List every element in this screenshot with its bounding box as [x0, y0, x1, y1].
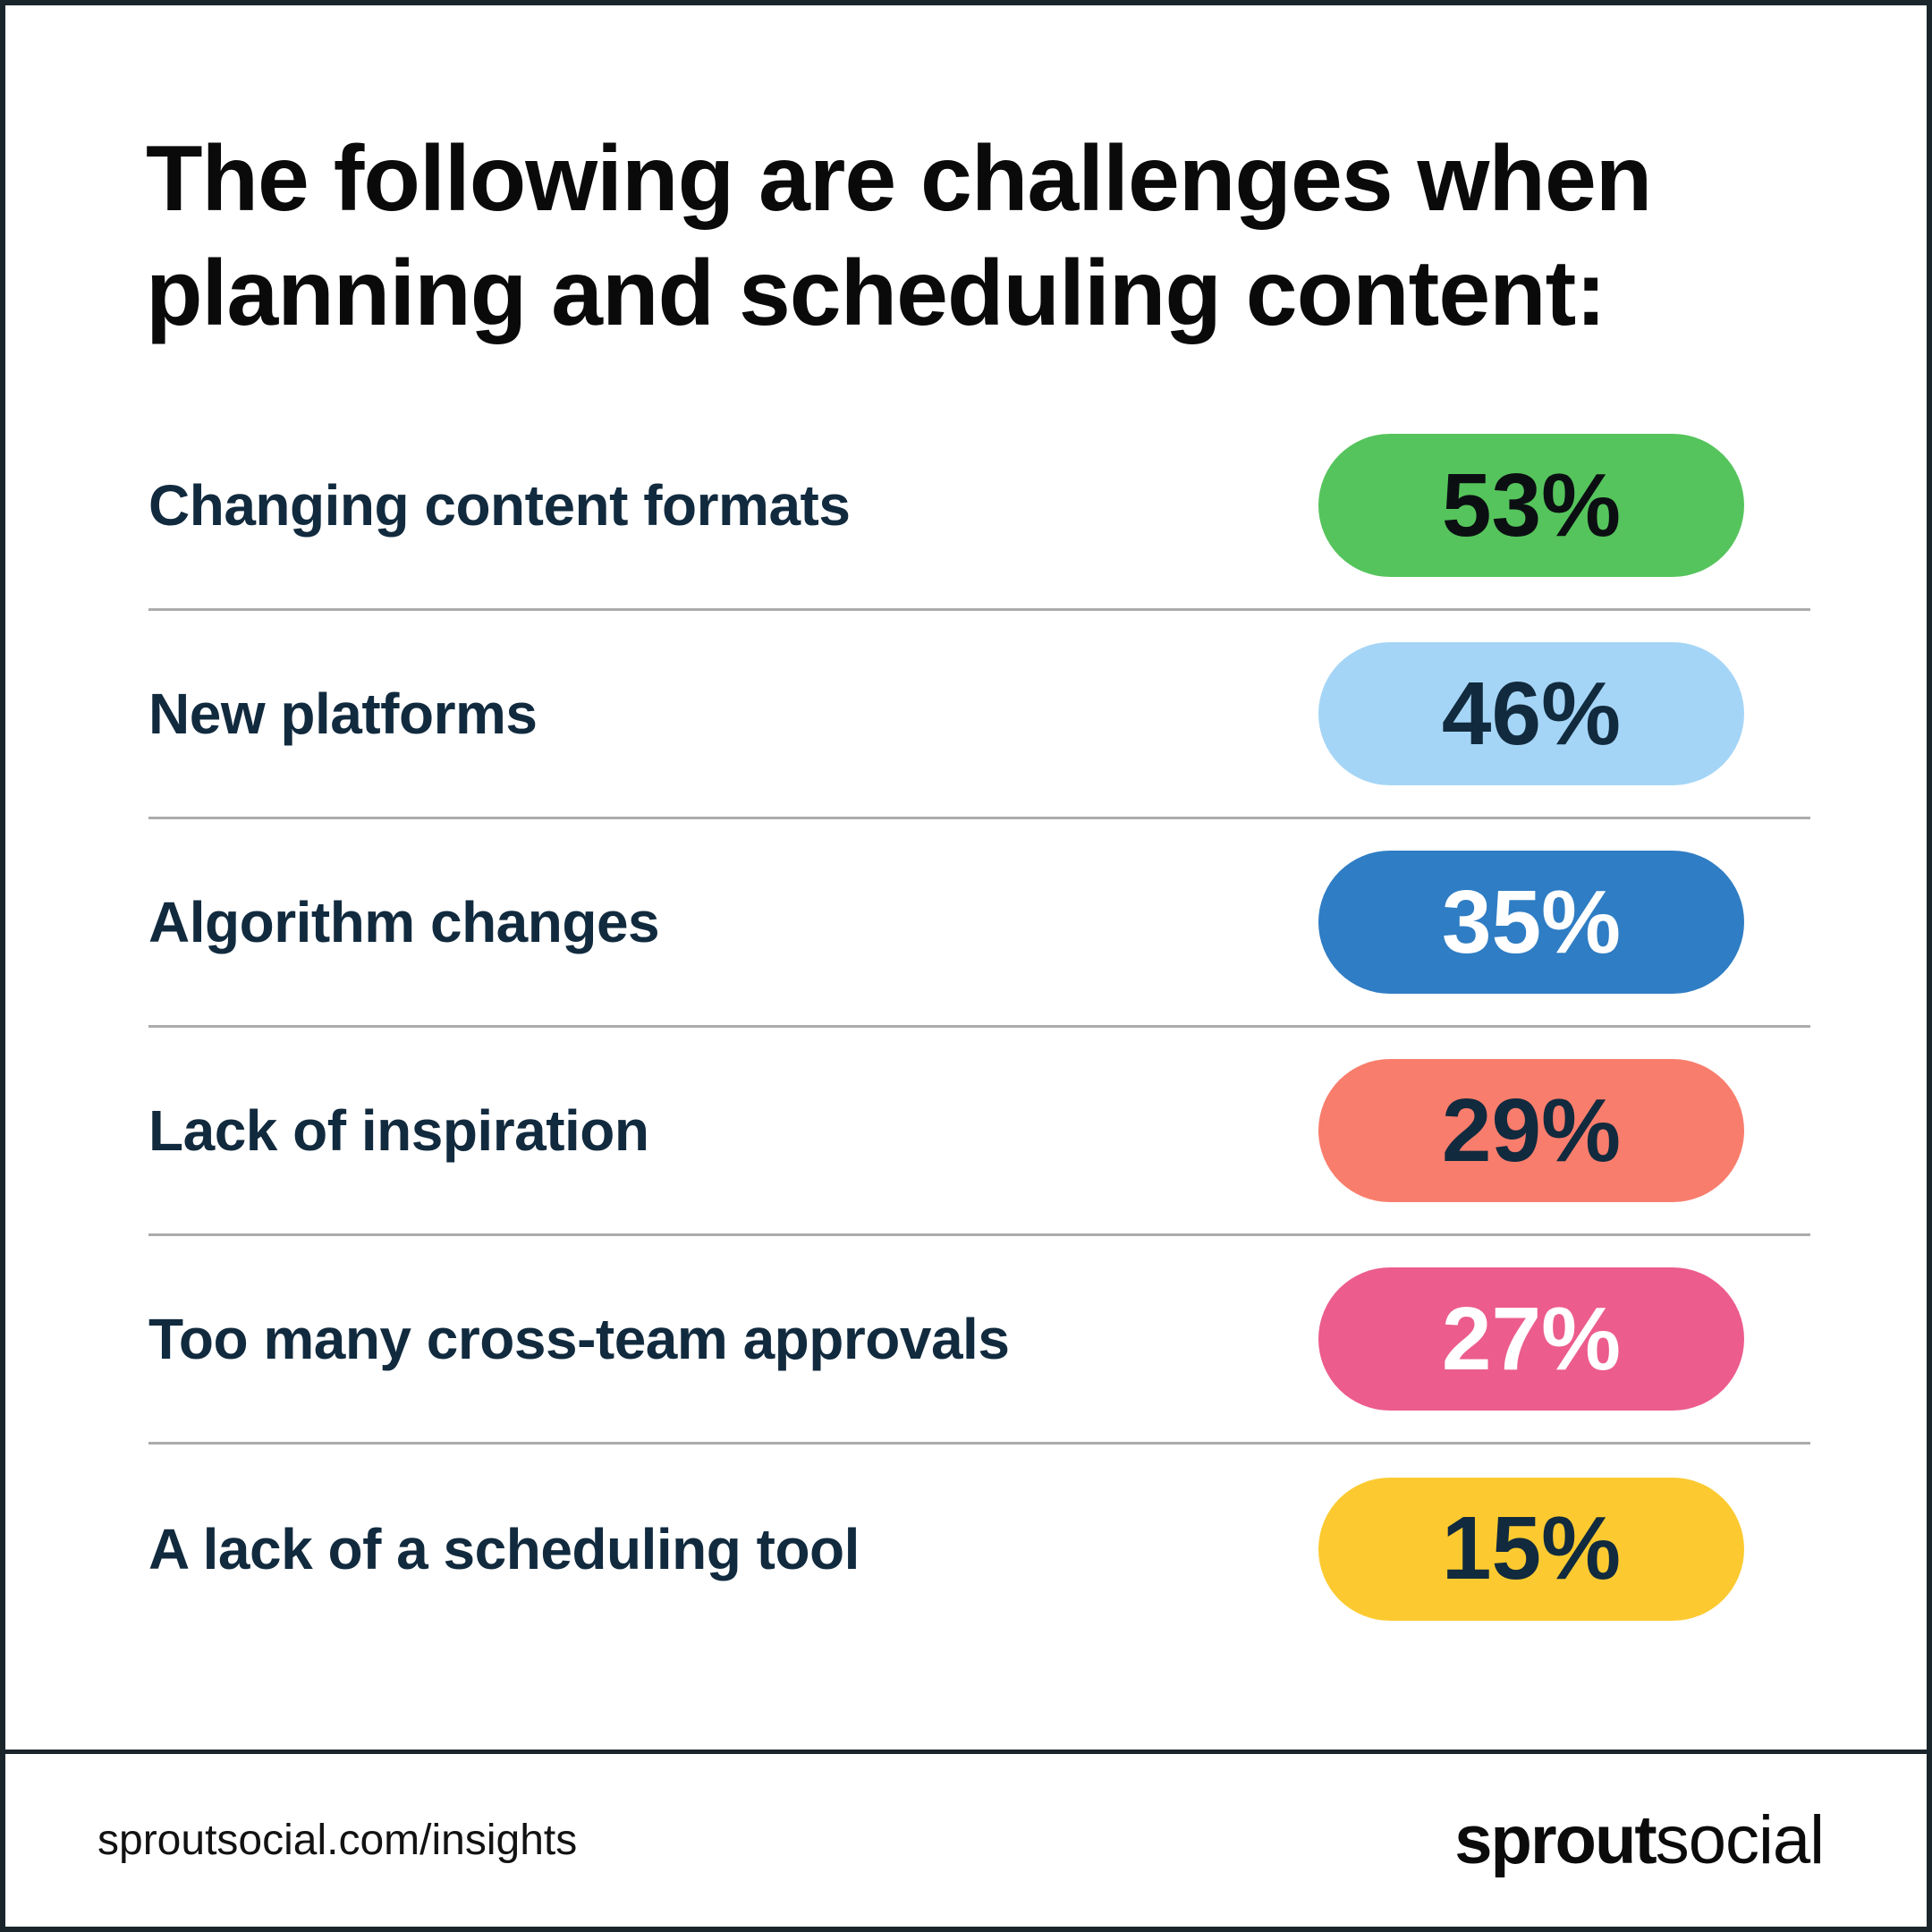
challenge-label: A lack of a scheduling tool [148, 1516, 860, 1581]
logo-social: social [1655, 1802, 1825, 1878]
challenge-row: A lack of a scheduling tool 15% [148, 1445, 1810, 1653]
challenge-row: Algorithm changes 35% [148, 819, 1810, 1028]
stat-value: 46% [1441, 663, 1622, 764]
stat-pill: 46% [1318, 642, 1744, 785]
challenge-label: Algorithm changes [148, 890, 660, 954]
stat-pill: 53% [1318, 434, 1744, 577]
challenge-row: New platforms 46% [148, 611, 1810, 819]
stat-value: 35% [1441, 871, 1622, 972]
stat-pill: 15% [1318, 1477, 1744, 1621]
stat-value: 53% [1441, 454, 1622, 555]
stat-pill: 29% [1318, 1059, 1744, 1202]
challenge-label: New platforms [148, 682, 538, 746]
challenge-label: Too many cross-team approvals [148, 1307, 1010, 1371]
challenge-row: Too many cross-team approvals 27% [148, 1236, 1810, 1445]
page-title: The following are challenges when planni… [146, 127, 1652, 345]
sproutsocial-logo: sproutsocial [1454, 1801, 1825, 1879]
challenge-label: Lack of inspiration [148, 1098, 649, 1163]
logo-sprout: sprout [1454, 1802, 1657, 1878]
stat-value: 27% [1441, 1288, 1622, 1389]
challenge-list: Changing content formats 53% New platfor… [148, 402, 1810, 1653]
challenge-row: Lack of inspiration 29% [148, 1028, 1810, 1236]
stat-value: 15% [1441, 1498, 1622, 1598]
stat-value: 29% [1441, 1080, 1622, 1181]
challenge-label: Changing content formats [148, 473, 851, 538]
stat-pill: 35% [1318, 851, 1744, 994]
footer: sproutsocial.com/insights sproutsocial [5, 1750, 1927, 1927]
footer-url: sproutsocial.com/insights [97, 1817, 578, 1864]
challenge-row: Changing content formats 53% [148, 402, 1810, 611]
stat-pill: 27% [1318, 1267, 1744, 1411]
